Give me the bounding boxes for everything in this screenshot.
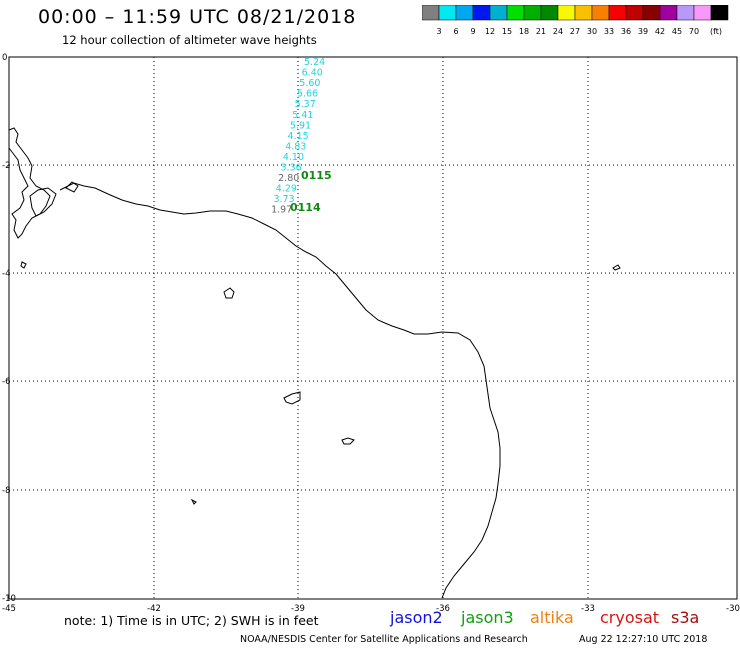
wave-height-label: 5.66 <box>297 89 318 100</box>
y-tick-label: -4 <box>2 269 10 279</box>
wave-height-label: 1.97 <box>271 205 292 216</box>
wave-height-label: 6.40 <box>302 68 323 79</box>
color-scale-label: 30 <box>586 27 598 36</box>
satellite-jason2: jason2 <box>390 608 443 627</box>
wave-height-label: 4.83 <box>285 141 306 152</box>
footer-note: note: 1) Time is in UTC; 2) SWH is in fe… <box>64 613 319 628</box>
wave-height-label: 2.80 <box>278 173 299 184</box>
altimeter-track: 5.246.405.605.665.375.415.914.154.834.10… <box>271 57 325 216</box>
y-tick-label: -8 <box>2 486 10 496</box>
color-scale-swatches <box>421 4 729 21</box>
map-gridlines <box>9 57 737 598</box>
wave-height-label: 3.73 <box>273 194 294 205</box>
satellite-altika: altika <box>530 608 574 627</box>
y-tick-label: -2 <box>2 161 10 171</box>
color-scale-label: 39 <box>637 27 649 36</box>
color-scale-legend: 3 6 9 12 15 18 21 24 27 30 33 36 39 42 45 70 (ft) <box>421 4 732 36</box>
color-scale-label: 45 <box>671 27 683 36</box>
pass-label: 0115 <box>301 169 332 182</box>
color-scale-unit: (ft) <box>709 27 723 36</box>
amazon-delta <box>8 127 51 239</box>
satellite-jason3: jason3 <box>461 608 514 627</box>
y-tick-label: -10 <box>2 594 16 604</box>
wave-height-label: 3.36 <box>281 163 302 174</box>
wave-height-label: 5.24 <box>304 57 325 68</box>
x-tick-label: -30 <box>726 604 740 614</box>
pass-label: 0114 <box>290 201 321 214</box>
wave-height-label: 5.37 <box>295 99 316 110</box>
wave-height-label: 5.60 <box>299 78 320 89</box>
axis-tick-labels: -45 -42 -39 -36 -33 -30 0 -2 -4 -6 -8 -10 <box>2 53 740 614</box>
island-rocas <box>223 287 235 299</box>
island-north-west <box>20 261 27 269</box>
page-title: 00:00 – 11:59 UTC 08/21/2018 <box>38 6 357 28</box>
y-tick-label: 0 <box>2 53 7 63</box>
amazon-islet <box>65 181 79 193</box>
color-scale-label: 36 <box>620 27 632 36</box>
wave-height-label: 5.91 <box>290 120 311 131</box>
generation-timestamp: Aug 22 12:27:10 UTC 2018 <box>579 634 708 645</box>
map-frame <box>8 56 738 600</box>
island-south <box>190 498 197 505</box>
color-scale-label: 24 <box>552 27 564 36</box>
x-tick-label: -36 <box>436 604 450 614</box>
color-scale-label: 3 <box>436 27 442 36</box>
color-scale-label: 27 <box>569 27 581 36</box>
island-east-b <box>612 264 621 271</box>
wave-height-label: 4.29 <box>276 184 297 195</box>
x-tick-label: -39 <box>291 604 305 614</box>
color-scale-label: 21 <box>535 27 547 36</box>
color-scale-label: 9 <box>470 27 476 36</box>
satellite-s3a: s3a <box>671 608 700 627</box>
color-scale-label: 33 <box>603 27 615 36</box>
color-scale-label: 18 <box>518 27 530 36</box>
color-scale-label: 15 <box>501 27 513 36</box>
wave-height-label: 4.15 <box>288 131 309 142</box>
island-east-a <box>341 437 355 445</box>
page-subtitle: 12 hour collection of altimeter wave hei… <box>62 33 317 47</box>
credit-line: NOAA/NESDIS Center for Satellite Applica… <box>240 634 528 645</box>
color-scale-label: 42 <box>654 27 666 36</box>
coastline <box>59 182 501 599</box>
x-tick-label: -45 <box>2 604 16 614</box>
wave-height-label: 4.10 <box>283 152 304 163</box>
satellite-cryosat: cryosat <box>600 608 660 627</box>
amazon-island <box>29 187 57 217</box>
color-swatch <box>710 4 729 21</box>
wave-height-label: 5.41 <box>292 110 313 121</box>
island-fernando <box>283 391 301 405</box>
y-tick-label: -6 <box>2 377 10 387</box>
x-tick-label: -42 <box>147 604 161 614</box>
color-scale-label: 70 <box>688 27 700 36</box>
color-scale-label: 6 <box>453 27 459 36</box>
x-tick-label: -33 <box>581 604 595 614</box>
color-scale-label: 12 <box>484 27 496 36</box>
